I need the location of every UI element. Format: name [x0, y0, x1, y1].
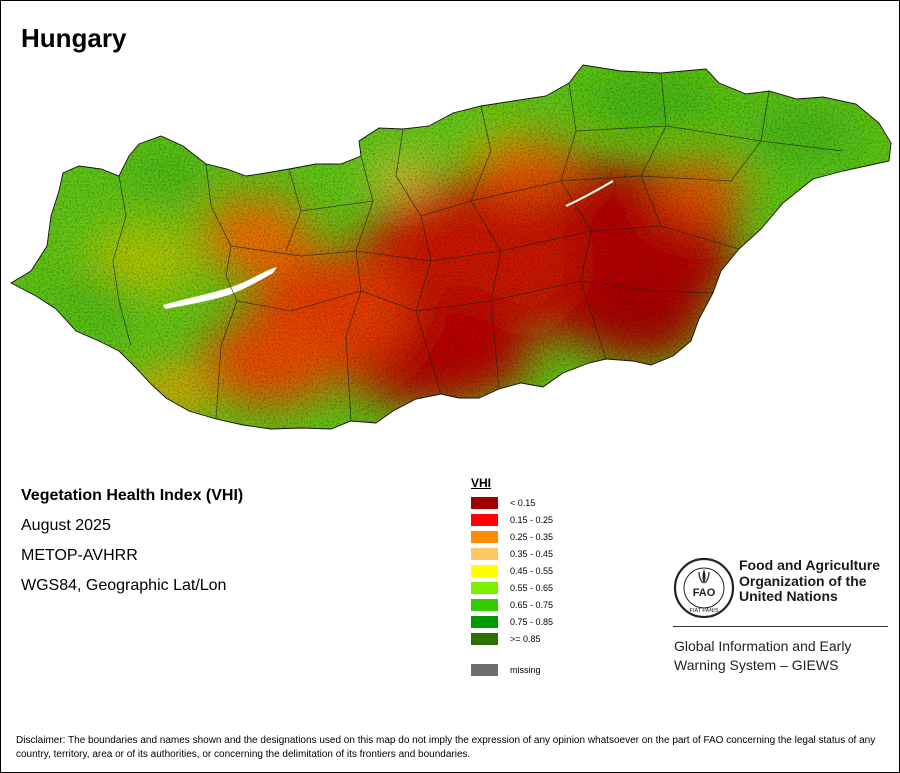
disclaimer: Disclaimer: The boundaries and names sho…: [16, 735, 876, 760]
legend-label: 0.45 - 0.55: [510, 565, 554, 576]
giews-line-1: Global Information and Early: [674, 638, 852, 654]
fao-logo-motto: FIAT PANIS: [689, 608, 718, 614]
legend-label: >= 0.85: [510, 633, 541, 644]
legend-swatch: [471, 530, 498, 543]
projection: WGS84, Geographic Lat/Lon: [21, 577, 227, 594]
legend-item: 0.55 - 0.65: [471, 579, 553, 596]
legend-item: < 0.15: [471, 494, 553, 511]
fao-name-line-1: Food and Agriculture: [739, 557, 881, 573]
legend-swatch: [471, 564, 498, 577]
legend-swatch: [471, 581, 498, 594]
map-info: Vegetation Health Index (VHI) August 202…: [21, 481, 243, 601]
legend-swatch: [471, 547, 498, 560]
legend-swatch-missing: [471, 663, 498, 676]
legend-item: 0.15 - 0.25: [471, 511, 553, 528]
legend-item: 0.65 - 0.75: [471, 596, 553, 613]
legend-swatch: [471, 496, 498, 509]
index-name: Vegetation Health Index (VHI): [21, 487, 244, 504]
legend-title: VHI: [471, 476, 492, 490]
legend-swatch: [471, 632, 498, 645]
fao-name-line-2: Organization of the: [739, 572, 867, 589]
legend-label: 0.65 - 0.75: [510, 599, 554, 610]
legend-item: >= 0.85: [471, 630, 553, 647]
legend-label-missing: missing: [510, 664, 541, 675]
divider: [673, 626, 888, 627]
vhi-raster: [11, 65, 891, 429]
giews-name: Global Information and Early Warning Sys…: [674, 637, 851, 675]
legend-label: 0.35 - 0.45: [510, 548, 554, 559]
legend-swatch: [471, 598, 498, 611]
legend: VHI < 0.15 0.15 - 0.25 0.25 - 0.35 0.35 - 0…: [471, 476, 553, 678]
legend-rows: < 0.15 0.15 - 0.25 0.25 - 0.35 0.35 - 0.45 0…: [471, 494, 553, 647]
legend-label: 0.25 - 0.35: [510, 531, 554, 542]
county-boundaries: [112, 72, 844, 422]
legend-item: 0.35 - 0.45: [471, 545, 553, 562]
legend-item-missing: missing: [471, 661, 553, 678]
legend-item: 0.25 - 0.35: [471, 528, 553, 545]
lake-balaton: [163, 267, 277, 309]
legend-swatch: [471, 615, 498, 628]
legend-item: 0.75 - 0.85: [471, 613, 553, 630]
fao-logo-icon: FAO FIAT PANIS: [673, 557, 735, 619]
legend-label: 0.15 - 0.25: [510, 514, 554, 525]
legend-label: 0.75 - 0.85: [510, 616, 554, 627]
legend-swatch: [471, 513, 498, 526]
sensor: METOP-AVHRR: [21, 547, 138, 564]
legend-label: 0.55 - 0.65: [510, 582, 554, 593]
map-title: Hungary: [21, 23, 127, 53]
lake-tisza: [565, 180, 614, 207]
fao-name: Food and Agriculture Organization of the…: [739, 557, 881, 605]
vhi-map: [10, 64, 892, 430]
giews-line-2: Warning System – GIEWS: [674, 657, 839, 673]
legend-label: < 0.15: [510, 497, 536, 508]
period: August 2025: [21, 517, 111, 534]
legend-item: 0.45 - 0.55: [471, 562, 553, 579]
fao-logo-letters: FAO: [693, 587, 716, 599]
fao-name-line-3: United Nations: [739, 588, 838, 604]
